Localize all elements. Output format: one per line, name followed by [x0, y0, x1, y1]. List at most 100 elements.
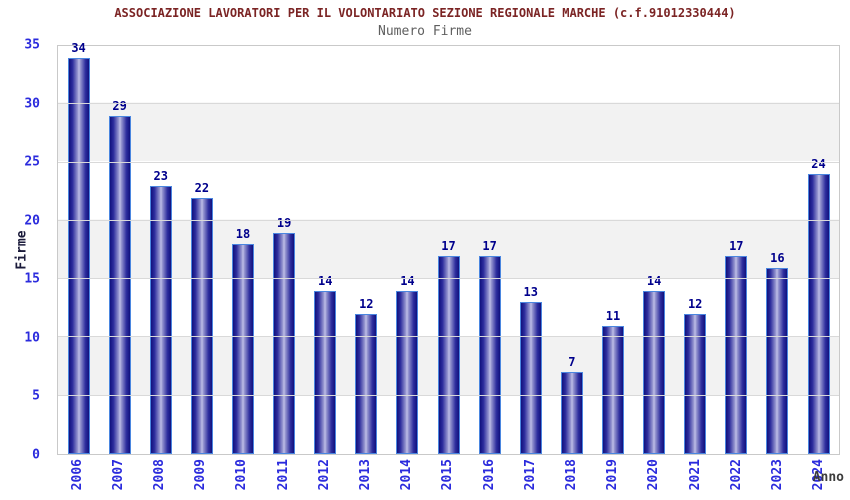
x-tick-label: 2013 [358, 459, 374, 491]
bar [396, 290, 419, 454]
bar [601, 325, 624, 454]
bar-value-label: 29 [112, 98, 127, 113]
bar-value-label: 17 [729, 238, 744, 253]
x-tick-label: 2016 [481, 459, 497, 491]
bar-group: 14 [387, 46, 428, 454]
bar [478, 255, 501, 454]
y-tick-label: 35 [24, 37, 40, 53]
bar [149, 185, 172, 454]
bar [643, 290, 666, 454]
bar-group: 34 [58, 41, 99, 454]
bar [273, 232, 296, 454]
x-tick-label: 2007 [110, 459, 126, 491]
x-tick-label: 2021 [687, 459, 703, 491]
bar-group: 22 [181, 46, 222, 454]
x-tick-cell: 2022 [716, 459, 757, 499]
grid-line [58, 161, 839, 163]
x-axis-title: Anno [812, 470, 844, 485]
x-tick-cell: 2008 [139, 459, 180, 499]
y-tick-label: 30 [24, 96, 40, 112]
bar-group: 17 [469, 46, 510, 454]
x-tick-cell: 2020 [634, 459, 675, 499]
x-tick-label: 2017 [522, 459, 538, 491]
bar-value-label: 7 [568, 355, 576, 370]
x-tick-cell: 2007 [98, 459, 139, 499]
bar-value-label: 14 [317, 273, 333, 288]
bar-group: 16 [757, 46, 798, 454]
x-tick-cell: 2012 [304, 459, 345, 499]
bar [437, 255, 460, 454]
bar-value-label: 11 [605, 308, 621, 323]
bar-value-label: 14 [646, 273, 662, 288]
x-tick-label: 2019 [605, 459, 621, 491]
x-tick-label: 2015 [440, 459, 456, 491]
x-tick-label: 2008 [152, 459, 167, 491]
x-axis: 2006 2007 2008 2009 2010 2011 2012 2013 2014 2015… [57, 459, 840, 499]
bar-value-label: 17 [482, 238, 497, 253]
bar-value-label: 34 [71, 40, 86, 55]
y-tick-label: 5 [32, 388, 40, 404]
bar [560, 372, 583, 454]
bar-value-label: 13 [523, 285, 538, 300]
bar-group: 29 [99, 46, 140, 454]
x-tick-label: 2012 [316, 459, 332, 491]
x-tick-label: 2006 [69, 459, 85, 491]
grid-line [58, 278, 839, 280]
x-tick-cell: 2023 [757, 459, 798, 499]
bar [231, 244, 254, 454]
x-tick-cell: 2011 [263, 459, 304, 499]
x-tick-label: 2020 [646, 459, 662, 491]
bar-value-label: 12 [359, 297, 374, 312]
x-tick-cell: 2014 [387, 459, 428, 499]
grid-line [58, 336, 839, 338]
chart-subtitle: Numero Firme [378, 24, 472, 39]
x-tick-label: 2018 [564, 459, 580, 491]
x-tick-cell: 2021 [675, 459, 716, 499]
x-tick-cell: 2016 [469, 459, 510, 499]
y-tick-label: 25 [24, 154, 40, 170]
x-tick-label: 2023 [770, 459, 786, 491]
bar-group: 19 [264, 46, 305, 454]
grid-line [58, 103, 839, 105]
bar [766, 267, 789, 454]
grid-line [58, 394, 839, 396]
bar [807, 174, 830, 454]
grid-line [58, 219, 839, 221]
bar [684, 314, 707, 454]
bar-value-label: 12 [687, 297, 703, 312]
bar-group: 18 [222, 46, 263, 454]
x-tick-label: 2014 [399, 459, 415, 491]
bar-group: 23 [140, 46, 181, 454]
bar-value-label: 24 [811, 157, 826, 172]
x-tick-cell: 2018 [551, 459, 592, 499]
bar [519, 302, 542, 454]
x-tick-label: 2010 [234, 459, 250, 491]
bar-value-label: 14 [400, 273, 415, 288]
chart-title: ASSOCIAZIONE LAVORATORI PER IL VOLONTARI… [114, 6, 736, 20]
bar [108, 115, 131, 454]
bar-value-label: 17 [441, 238, 456, 253]
y-tick-label: 20 [24, 213, 40, 229]
y-axis: 0 5 10 15 20 25 30 35 [0, 38, 50, 463]
y-tick-label: 0 [32, 447, 40, 463]
bar-group: 11 [592, 46, 633, 454]
bar-group: 7 [551, 46, 592, 454]
y-tick-label: 15 [24, 271, 40, 287]
plot-area: 34 29 23 22 18 19 14 12 14 17 17 13 7 11 14 12 17 16 24 [57, 41, 840, 455]
y-tick-label: 10 [24, 330, 40, 346]
x-tick-cell: 2019 [593, 459, 634, 499]
bar-value-label: 16 [770, 250, 785, 265]
bar [355, 314, 378, 454]
x-tick-cell: 2013 [345, 459, 386, 499]
x-tick-label: 2011 [275, 459, 291, 491]
x-tick-label: 2009 [193, 459, 209, 491]
x-tick-cell: 2009 [181, 459, 222, 499]
bar-value-label: 18 [235, 227, 251, 242]
x-tick-label: 2022 [728, 459, 744, 491]
bar-value-label: 22 [194, 180, 210, 195]
x-tick-cell: 2006 [57, 459, 98, 499]
bar-value-label: 19 [276, 215, 292, 230]
bar [725, 255, 748, 454]
bar-group: 14 [634, 46, 675, 454]
